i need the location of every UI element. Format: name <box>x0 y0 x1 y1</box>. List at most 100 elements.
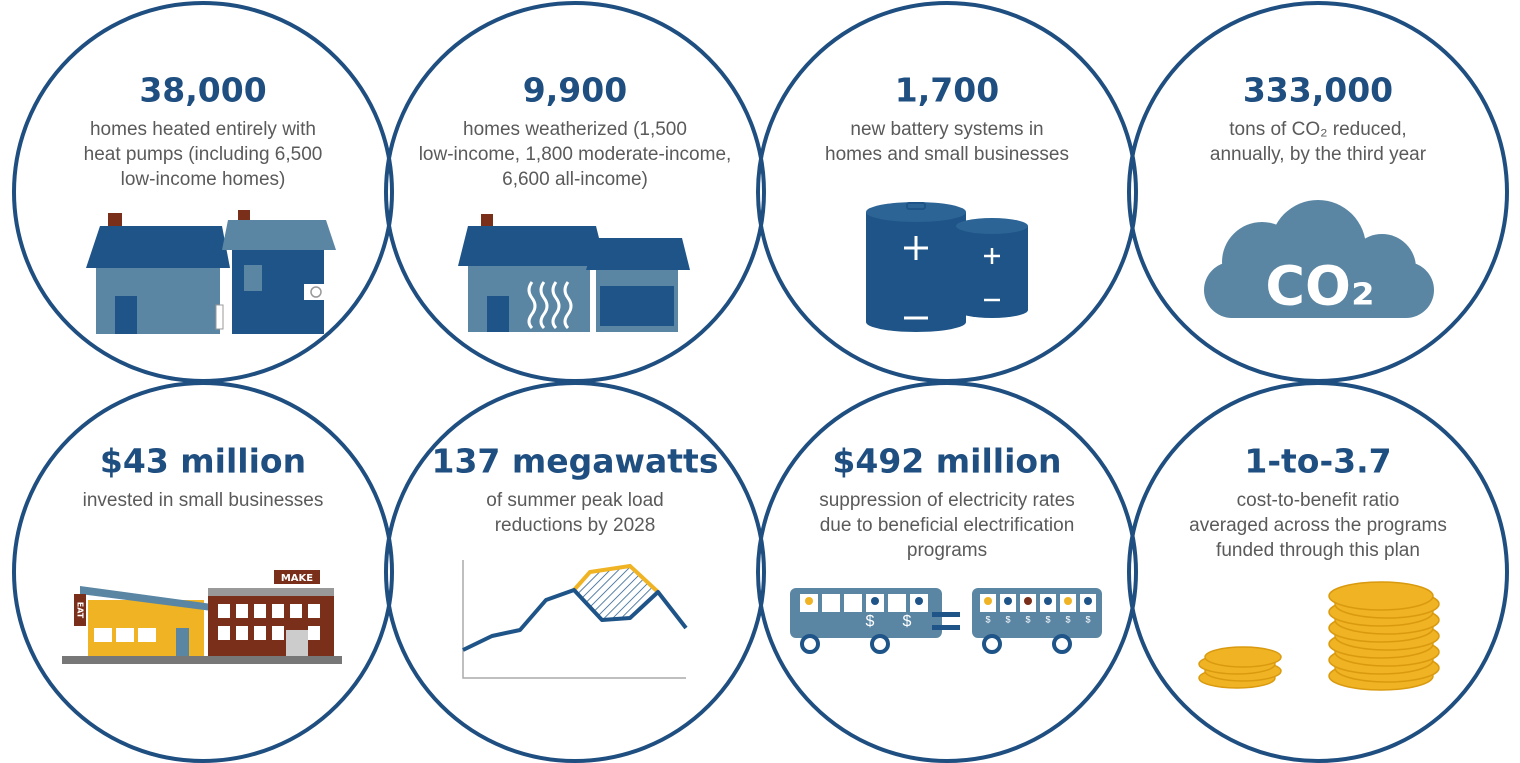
eat-sign: EAT <box>76 602 85 619</box>
icon-shape <box>222 220 336 250</box>
buses-icon <box>790 588 1102 652</box>
icon-shape <box>822 594 840 612</box>
icon-shape <box>888 594 906 612</box>
icon-shape <box>463 560 686 678</box>
stat-description: low-income, 1,800 moderate-income, <box>419 144 732 165</box>
icon-shape <box>1044 597 1052 605</box>
cloud-icon: CO₂ <box>1204 200 1434 318</box>
icon-shape <box>871 597 879 605</box>
icon-shape <box>956 302 1028 318</box>
stat-circle <box>1129 3 1507 381</box>
stat-circle <box>14 383 392 761</box>
stat-headline: 1,700 <box>895 71 999 110</box>
stat-description: reductions by 2028 <box>495 515 656 536</box>
stat-description: annually, by the third year <box>1210 144 1427 165</box>
icon-shape <box>216 305 223 329</box>
stat-description: averaged across the programs <box>1189 515 1447 536</box>
stat-description: homes and small businesses <box>825 144 1069 165</box>
icon-shape <box>866 202 966 222</box>
weatherized-house-icon <box>458 214 690 332</box>
icon-shape <box>218 626 230 640</box>
stat-headline: $43 million <box>100 442 306 481</box>
icon-shape <box>86 226 230 268</box>
icon-shape <box>802 636 818 652</box>
icon-shape <box>218 604 230 618</box>
icon-shape <box>254 604 266 618</box>
icon-shape <box>138 628 156 642</box>
stat-description: programs <box>907 540 987 561</box>
icon-shape <box>1084 597 1092 605</box>
icon-shape <box>932 612 960 617</box>
stat-headline: 1-to-3.7 <box>1244 442 1391 481</box>
stat-headline: 137 megawatts <box>432 442 719 481</box>
dollar-symbol: $ <box>866 613 875 630</box>
dollar-symbol: $ <box>1025 614 1030 624</box>
stat-circle <box>386 383 764 761</box>
page: Infographic {"items": [ {"headline": "38… <box>0 0 1520 763</box>
icon-shape <box>244 265 262 291</box>
houses-icon <box>86 210 336 334</box>
icon-shape <box>290 604 302 618</box>
icon-shape <box>866 312 966 332</box>
stat-description: low-income homes) <box>121 169 286 190</box>
icon-shape <box>872 636 888 652</box>
stat-description: heat pumps (including 6,500 <box>84 144 323 165</box>
stat-description: funded through this plan <box>1216 540 1420 561</box>
coin <box>1329 582 1433 610</box>
cloud-label: CO₂ <box>1265 255 1374 318</box>
icon-shape <box>94 628 112 642</box>
icon-shape <box>208 588 334 596</box>
icon-shape <box>805 597 813 605</box>
icon-shape <box>463 590 686 650</box>
icon-shape <box>236 626 248 640</box>
stat-description: of summer peak load <box>486 490 663 511</box>
icon-shape <box>115 296 137 334</box>
stat-description: 6,600 all-income) <box>502 169 648 190</box>
icon-shape <box>915 597 923 605</box>
icon-shape <box>1064 597 1072 605</box>
dollar-symbol: $ <box>1005 614 1010 624</box>
icon-shape <box>586 238 690 270</box>
icon-shape <box>96 268 220 334</box>
storefront-icon: EAT MAKE <box>62 570 342 664</box>
icon-shape <box>308 626 320 640</box>
icon-shape <box>844 594 862 612</box>
icon-shape <box>984 597 992 605</box>
dollar-symbol: $ <box>1045 614 1050 624</box>
icon-shape <box>116 628 134 642</box>
coins-icon <box>1199 582 1439 690</box>
icon-shape <box>1054 636 1070 652</box>
coin <box>1205 647 1281 667</box>
infographic: CO₂ EAT MAKE $$$$$$$$38,000homes heated … <box>0 0 1520 763</box>
stat-headline: 38,000 <box>139 71 266 110</box>
stat-description: invested in small businesses <box>83 490 324 511</box>
dollar-symbol: $ <box>1065 614 1070 624</box>
icon-shape <box>1024 597 1032 605</box>
batteries-icon <box>866 202 1028 332</box>
dollar-symbol: $ <box>985 614 990 624</box>
stat-description: tons of CO₂ reduced, <box>1229 119 1406 140</box>
icon-shape <box>458 226 606 266</box>
dollar-symbol: $ <box>903 613 912 630</box>
icon-shape <box>236 604 248 618</box>
icon-shape <box>272 626 284 640</box>
icon-shape <box>308 604 320 618</box>
icon-shape <box>1004 597 1012 605</box>
stat-description: homes weatherized (1,500 <box>463 119 687 140</box>
icon-shape <box>956 218 1028 234</box>
stat-circle <box>758 383 1136 761</box>
icon-shape <box>932 625 960 630</box>
stat-circle <box>1129 383 1507 761</box>
icon-shape <box>487 296 509 332</box>
stat-description: suppression of electricity rates <box>819 490 1075 511</box>
icon-shape <box>286 630 308 656</box>
stat-headline: 333,000 <box>1243 71 1393 110</box>
icon-shape <box>272 604 284 618</box>
icon-shape <box>254 626 266 640</box>
icon-shape <box>984 636 1000 652</box>
make-sign: MAKE <box>281 573 313 584</box>
icon-shape <box>62 656 342 664</box>
icon-shape <box>866 212 966 322</box>
stat-description: homes heated entirely with <box>90 119 316 140</box>
stat-description: new battery systems in <box>850 119 1043 140</box>
